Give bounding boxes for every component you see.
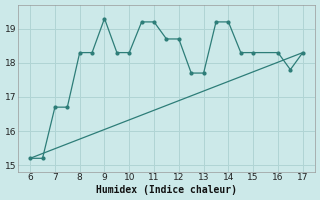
X-axis label: Humidex (Indice chaleur): Humidex (Indice chaleur): [96, 185, 237, 195]
